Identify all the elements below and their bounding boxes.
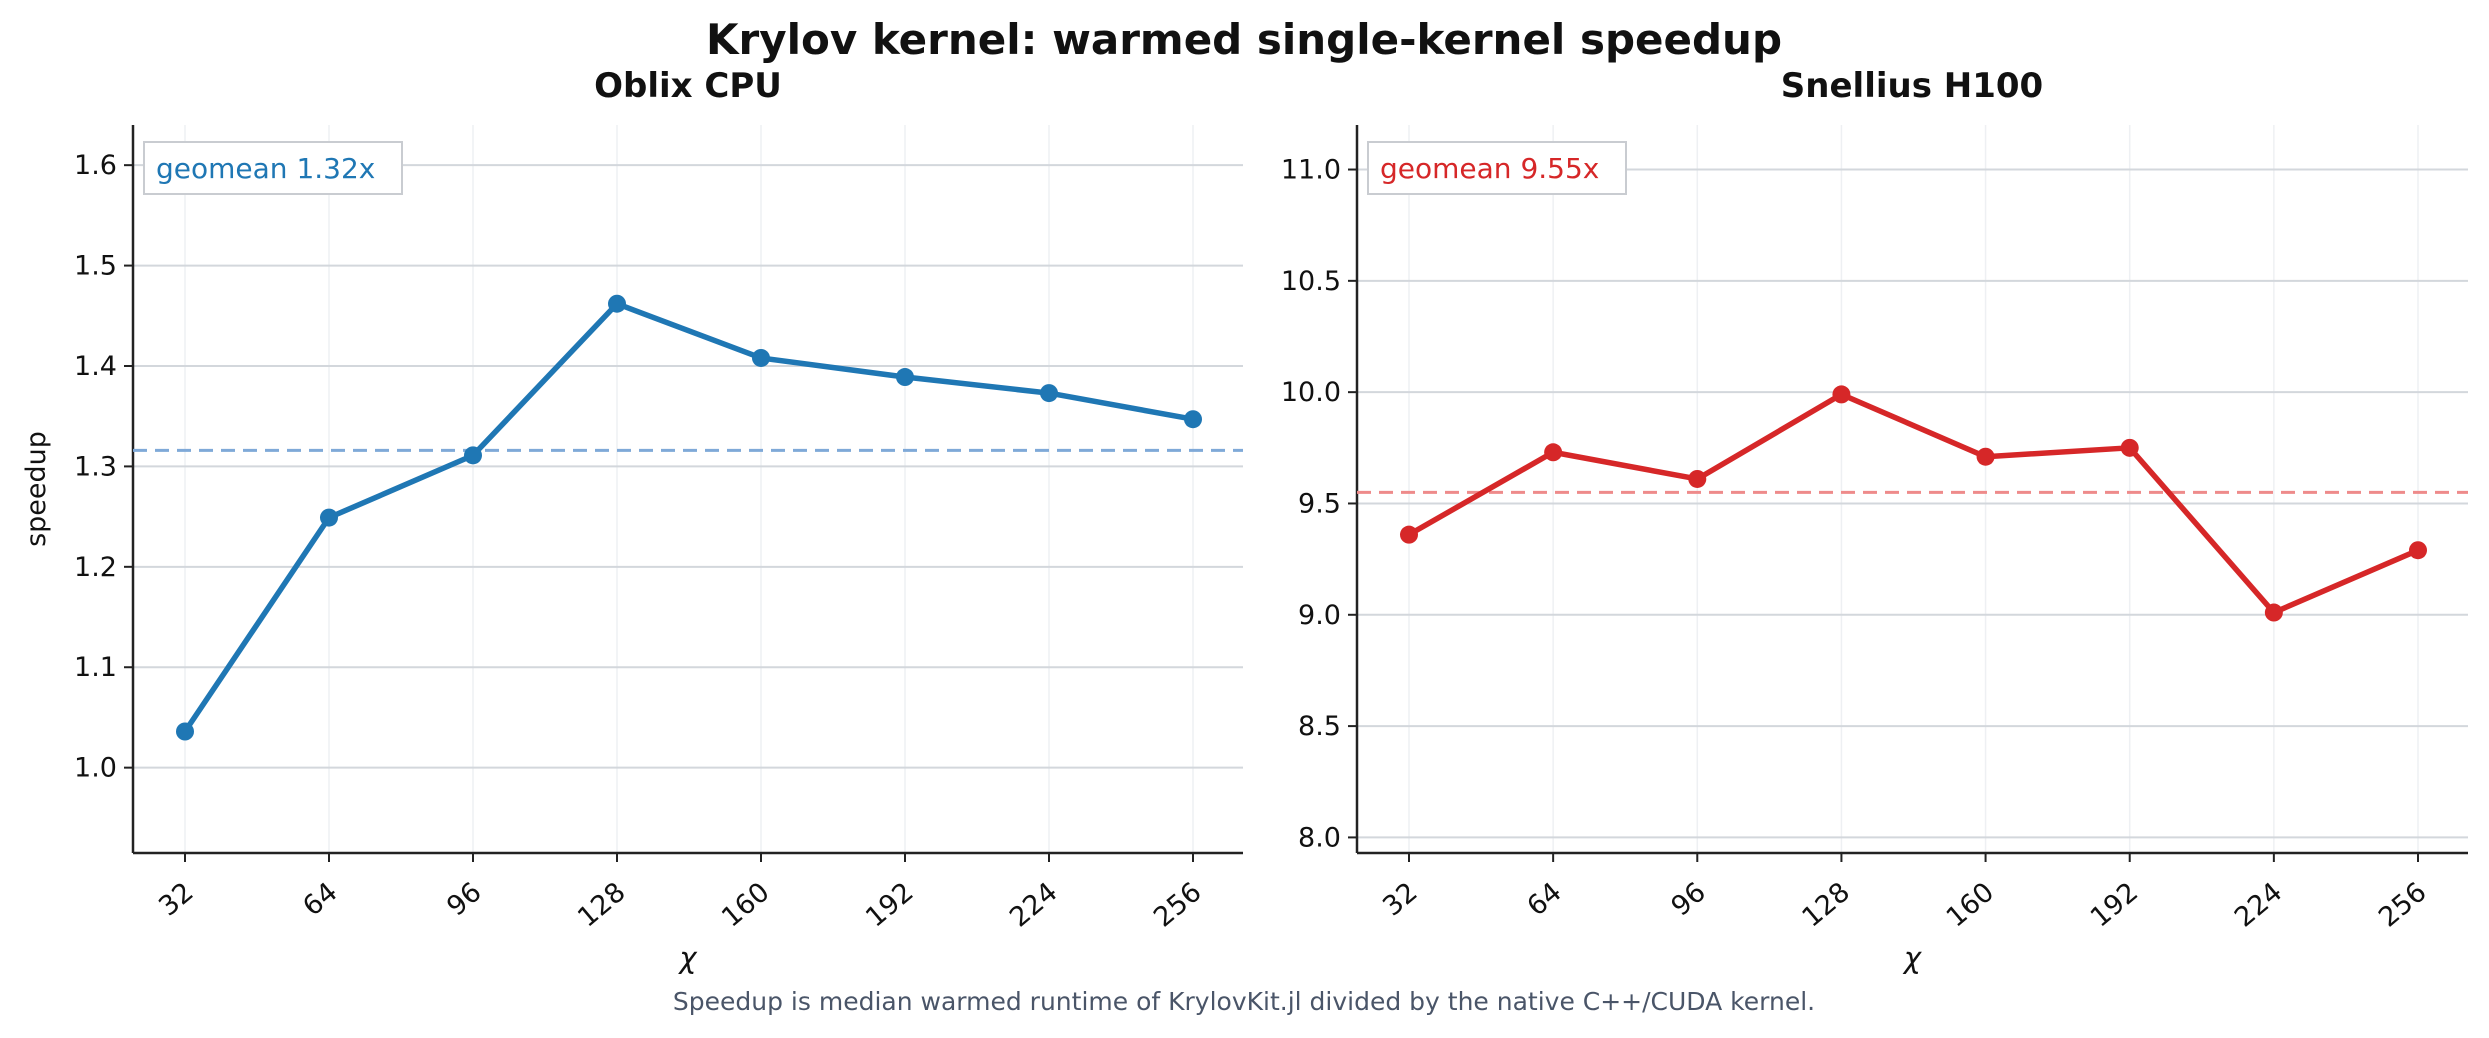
x-tick-label: 224 <box>1004 877 1063 934</box>
x-tick-label: 192 <box>2085 877 2144 934</box>
data-point <box>752 348 770 367</box>
data-point <box>176 722 194 741</box>
data-point <box>608 294 626 313</box>
data-point <box>1184 410 1202 429</box>
x-tick-label: 224 <box>2229 877 2288 934</box>
x-tick-label: 160 <box>1941 877 2000 934</box>
x-tick-label: 256 <box>1148 877 1207 934</box>
figure-caption: Speedup is median warmed runtime of Kryl… <box>673 987 1815 1016</box>
series-line <box>182 300 1196 735</box>
x-tick-label: 128 <box>1797 877 1856 934</box>
y-tick-label: 1.6 <box>74 150 117 181</box>
data-point <box>1688 469 1707 488</box>
data-point <box>2120 438 2139 457</box>
series-line <box>1406 391 2421 616</box>
y-tick-label: 1.5 <box>74 251 117 282</box>
data-point <box>1400 525 1418 544</box>
panel-snellius-h100: Snellius H100 8.0 8.5 9.0 9.5 10.0 10.5 11.0 32 6… <box>1281 66 2468 975</box>
x-axis-label: χ <box>677 941 698 975</box>
data-point <box>1832 385 1851 404</box>
data-point <box>1544 443 1563 462</box>
y-tick-label: 1.4 <box>74 351 117 382</box>
data-point <box>2409 541 2427 560</box>
x-tick-label: 64 <box>1521 877 1567 923</box>
x-tick-label: 32 <box>153 877 199 923</box>
annotation-text: geomean 9.55x <box>1380 152 1599 185</box>
x-tick-label: 64 <box>297 877 343 923</box>
data-point <box>1040 384 1058 403</box>
y-tick-label: 8.5 <box>1298 711 1341 742</box>
y-tick-label: 11.0 <box>1281 155 1341 186</box>
x-tick-label: 96 <box>1666 877 1712 923</box>
panel-title: Snellius H100 <box>1781 66 2043 106</box>
data-point <box>2264 603 2283 622</box>
annotation-box <box>1367 141 1627 195</box>
y-tick-label: 1.3 <box>74 451 117 482</box>
x-tick-label: 160 <box>716 877 775 934</box>
y-tick-label: 10.5 <box>1281 266 1341 297</box>
y-tick-label: 10.0 <box>1281 377 1341 408</box>
x-tick-label: 96 <box>441 877 487 923</box>
y-tick-label: 9.0 <box>1298 600 1341 631</box>
y-tick-label: 1.0 <box>74 753 117 784</box>
y-tick-label: 1.2 <box>74 552 117 583</box>
y-tick-label: 8.0 <box>1298 822 1341 853</box>
y-axis-label: speedup <box>21 431 52 547</box>
figure-title: Krylov kernel: warmed single-kernel spee… <box>706 15 1782 64</box>
panel-title: Oblix CPU <box>594 66 782 106</box>
data-point <box>1976 447 1995 466</box>
x-tick-label: 192 <box>860 877 919 934</box>
data-point <box>464 446 482 465</box>
x-axis-label: χ <box>1902 941 1923 975</box>
panel-oblix-cpu: Oblix CPU 1.0 1.1 1.2 1.3 1.4 1.5 1.6 32 64 96 128 1… <box>21 66 1243 975</box>
annotation-box <box>143 141 403 195</box>
annotation-text: geomean 1.32x <box>156 152 375 185</box>
data-point <box>320 508 338 527</box>
x-tick-label: 256 <box>2373 877 2432 934</box>
x-tick-label: 128 <box>572 877 631 934</box>
y-tick-label: 9.5 <box>1298 488 1341 519</box>
y-tick-label: 1.1 <box>74 652 117 683</box>
data-point <box>896 368 914 387</box>
x-tick-label: 32 <box>1377 877 1423 923</box>
